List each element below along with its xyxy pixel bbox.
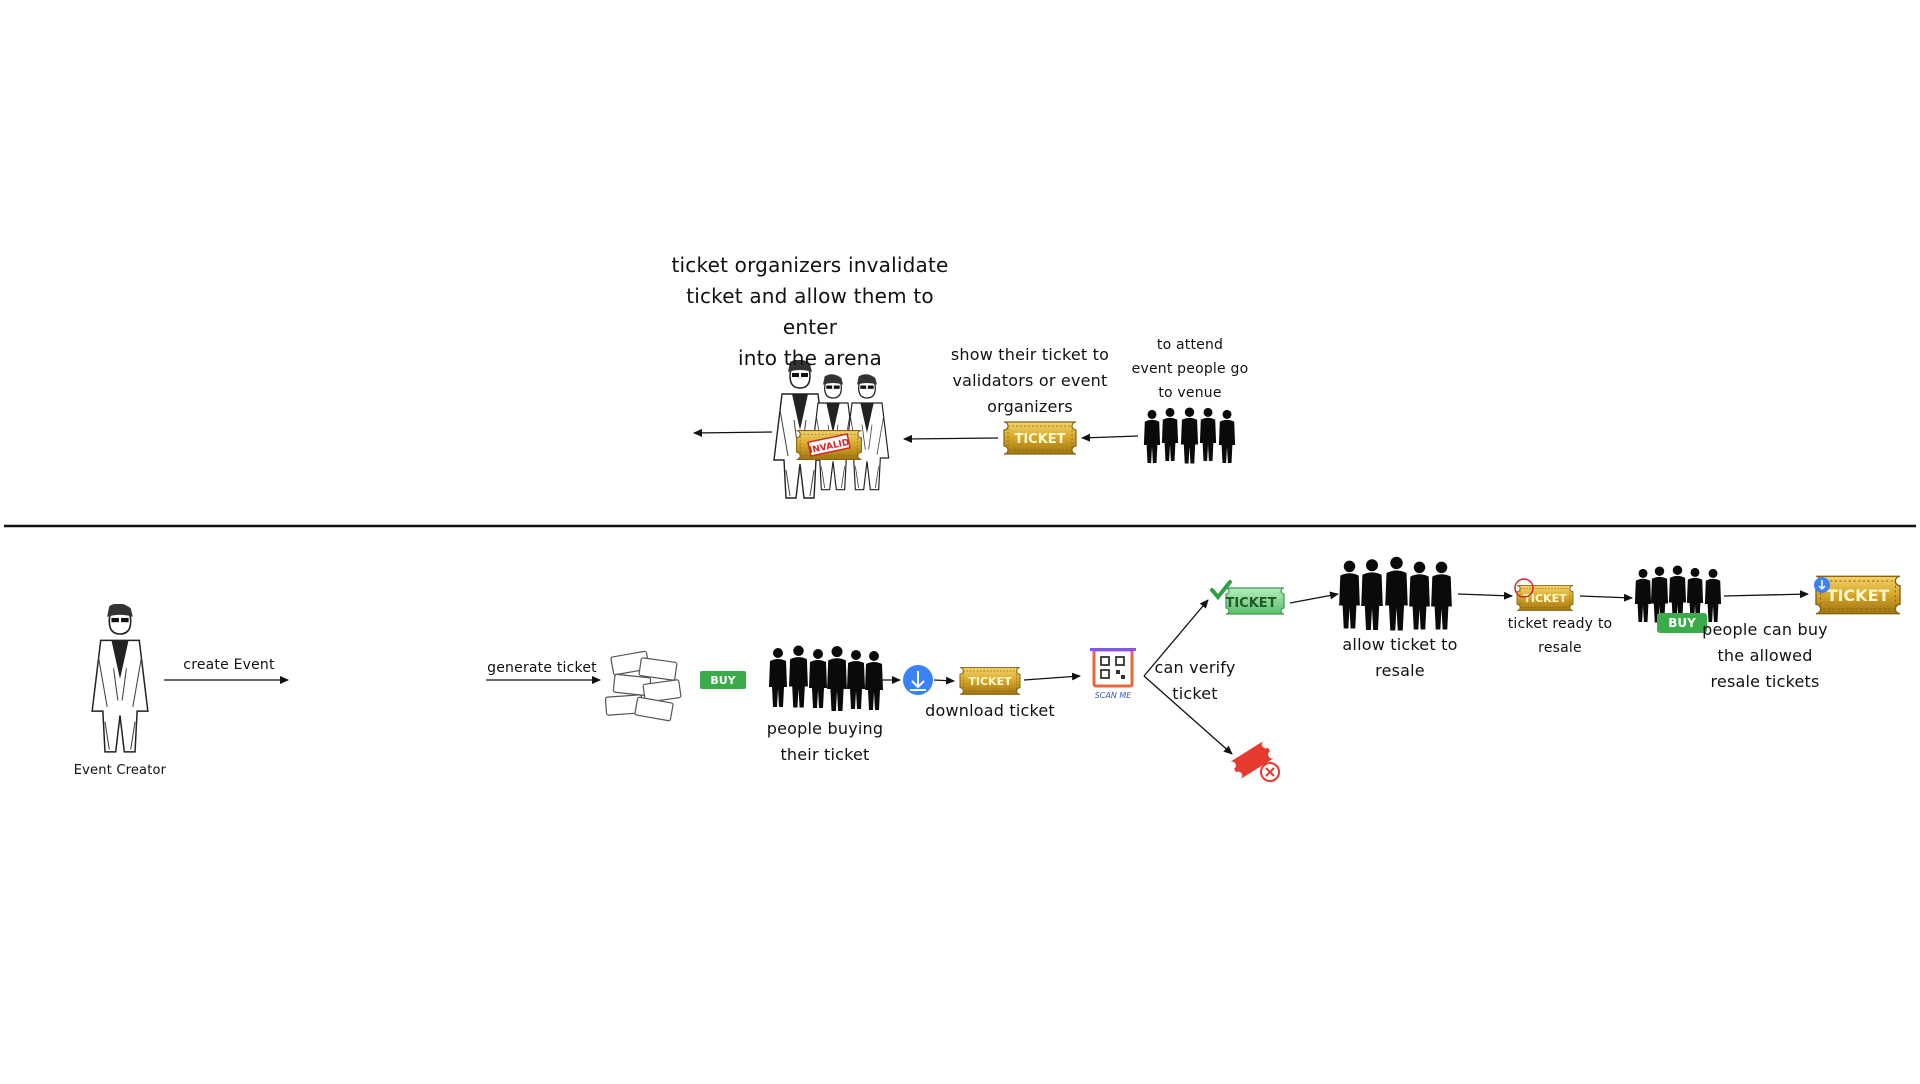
reject-x-icon	[1260, 762, 1280, 782]
invalid-ticket-icon: INVALID	[796, 430, 862, 460]
svg-text:BUY: BUY	[1668, 616, 1696, 630]
band-members-figure	[773, 360, 890, 499]
download-ticket-icon: TICKET	[959, 667, 1021, 695]
crowd-icon	[769, 645, 883, 711]
can-verify-label: can verify ticket	[1154, 658, 1236, 703]
download-ticket-label: download ticket	[925, 701, 1055, 720]
final-ticket-icon: TICKET	[1814, 575, 1901, 615]
svg-text:TICKET: TICKET	[1523, 592, 1567, 605]
qr-code-icon: SCAN ME	[1090, 648, 1136, 700]
resale-ticket-icon: TICKET	[1514, 578, 1574, 611]
resale-crowd-icon	[1339, 556, 1452, 631]
ticket-stack-icon	[604, 650, 682, 722]
reject-ticket-icon	[1229, 740, 1275, 780]
svg-text:TICKET: TICKET	[1225, 596, 1276, 611]
svg-text:TICKET: TICKET	[1014, 432, 1065, 447]
svg-text:SCAN ME: SCAN ME	[1095, 691, 1133, 700]
event-creator-label: Event Creator	[73, 763, 167, 778]
organizer-note: ticket organizers invalidate ticket and …	[671, 253, 949, 370]
svg-text:TICKET: TICKET	[968, 675, 1012, 688]
ready-resale-label: ticket ready to resale	[1507, 616, 1613, 656]
download-icon	[903, 665, 933, 695]
show-ticket-note: show their ticket to validators or event…	[950, 345, 1110, 416]
allow-resale-label: allow ticket to resale	[1342, 635, 1458, 680]
event-creator-figure	[91, 604, 149, 753]
check-icon	[1210, 580, 1232, 601]
svg-text:BUY: BUY	[710, 674, 736, 687]
top-crowd-icon	[1143, 407, 1236, 464]
generate-ticket-label: generate ticket	[487, 660, 597, 676]
resale-buy-button[interactable]: BUY	[1657, 613, 1707, 633]
top-ticket-icon: TICKET	[1003, 421, 1077, 455]
people-buy-resale-label: people can buy the allowed resale ticket…	[1702, 620, 1828, 691]
verified-ticket-icon: TICKET	[1225, 587, 1285, 615]
attend-note: to attend event people go to venue	[1131, 337, 1249, 401]
people-buying-label: people buying their ticket	[766, 719, 884, 764]
svg-text:TICKET: TICKET	[1827, 586, 1890, 605]
create-event-label: create Event	[183, 657, 275, 673]
buy-button[interactable]: BUY	[700, 671, 746, 689]
